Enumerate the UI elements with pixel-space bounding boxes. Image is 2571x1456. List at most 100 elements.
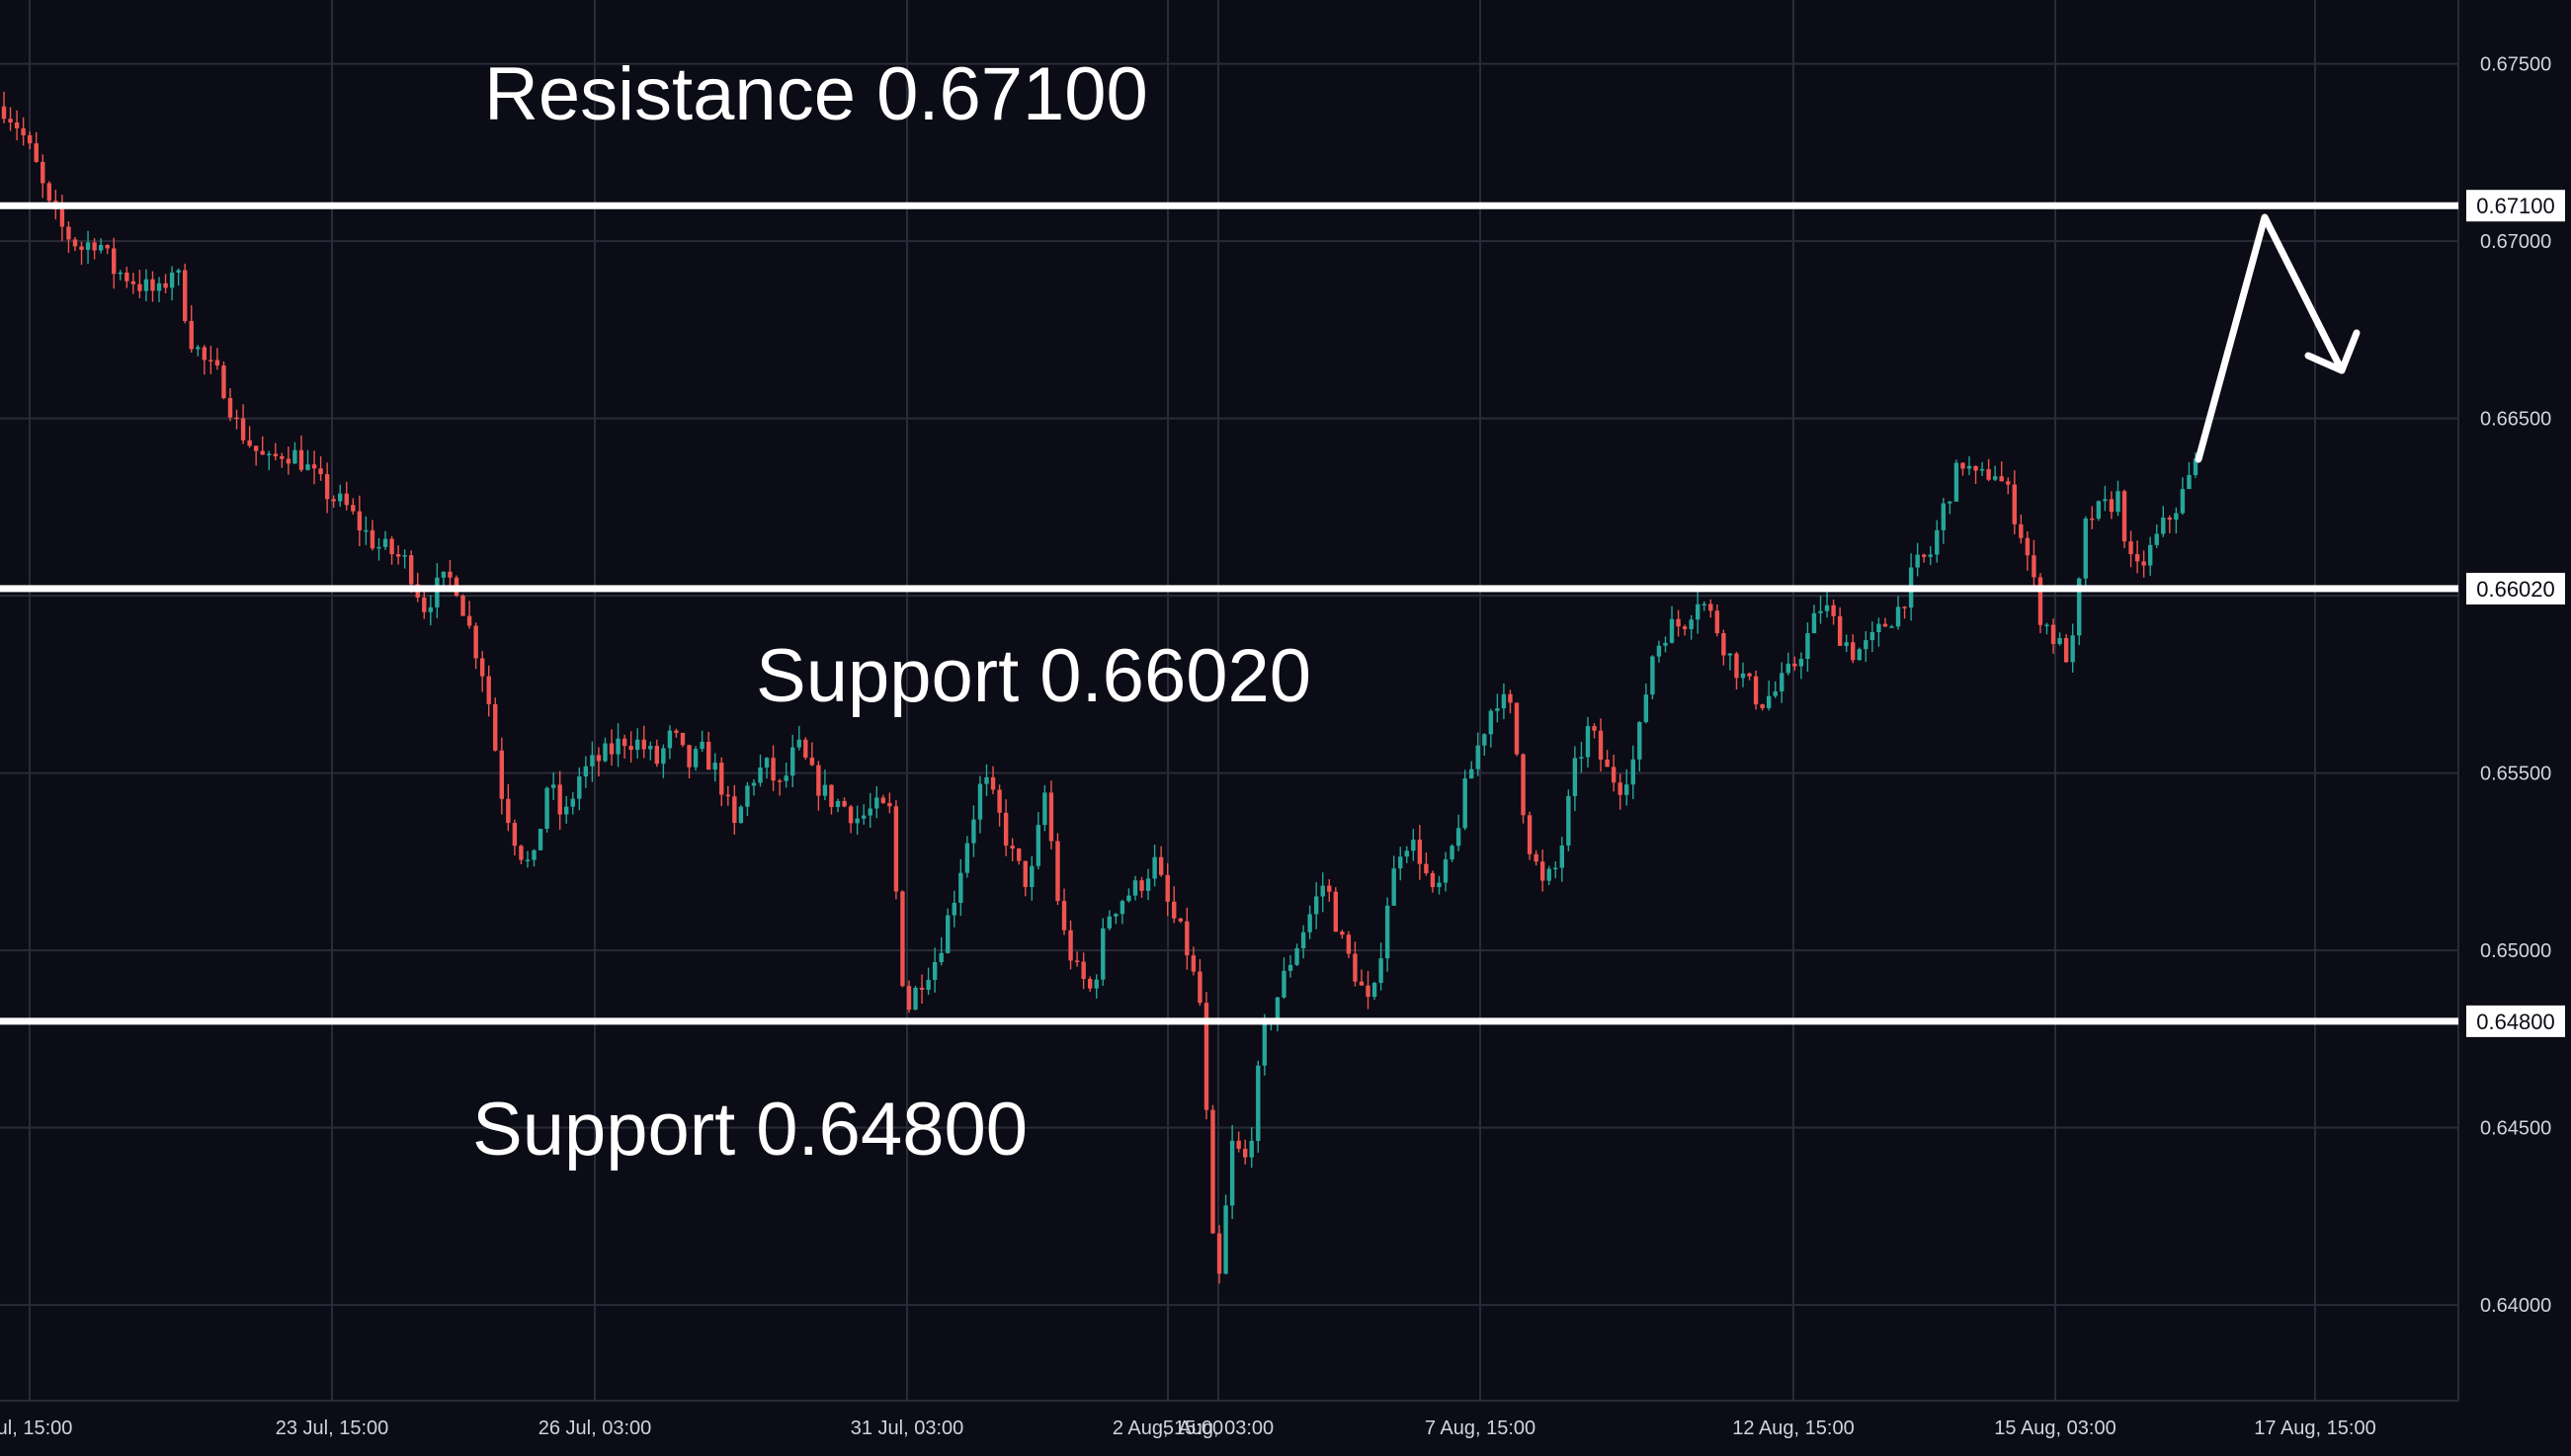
candle [112, 237, 117, 289]
candle [1656, 640, 1662, 663]
candle [156, 277, 162, 302]
candle [674, 728, 679, 738]
candle [1701, 601, 1706, 611]
candle [1282, 957, 1286, 1000]
candle [1074, 951, 1080, 967]
candle [1521, 753, 1526, 824]
candle [1747, 672, 1752, 681]
candle [466, 601, 472, 629]
candle [1948, 501, 1952, 515]
candle [641, 725, 646, 759]
candle [1721, 629, 1726, 666]
candle [1366, 970, 1370, 1010]
candle [2012, 470, 2018, 534]
candle [919, 974, 925, 1005]
x-tick-label: 12 Aug, 15:00 [1732, 1417, 1854, 1439]
candle [1637, 721, 1642, 771]
candle [977, 775, 983, 834]
candle [2103, 485, 2108, 512]
candle [1340, 930, 1345, 939]
candle [298, 435, 304, 472]
candle [745, 781, 750, 817]
price-axis[interactable]: 0.675000.670000.665000.660000.655000.650… [2466, 54, 2565, 1317]
candle [1831, 599, 1836, 625]
candle [59, 195, 65, 242]
candle [1404, 846, 1409, 863]
candle [1999, 461, 2004, 482]
candle [2032, 539, 2036, 592]
y-tick-label: 0.65000 [2480, 940, 2551, 962]
candle [214, 348, 220, 370]
candle [1055, 833, 1060, 906]
candle [1378, 942, 1383, 991]
candle [1475, 732, 1480, 776]
y-tick-label: 0.66500 [2480, 409, 2551, 431]
x-tick-label: 2 Aug, 15:00 [1113, 1417, 1223, 1439]
candle [202, 345, 207, 375]
candle [1973, 465, 1978, 484]
chart-grid [0, 0, 2459, 1402]
candle [1727, 653, 1733, 671]
candle [176, 268, 181, 286]
candle [2167, 515, 2173, 533]
candle [1501, 683, 1507, 720]
candle [822, 769, 828, 801]
candle [1145, 868, 1151, 901]
candle [338, 484, 343, 508]
candle [1605, 750, 1610, 768]
candle [479, 651, 485, 692]
candle [2096, 500, 2102, 522]
candle [887, 792, 892, 814]
candle [764, 757, 770, 779]
candle [2070, 623, 2075, 673]
candle [1508, 689, 1513, 714]
candle [913, 985, 918, 1011]
candle [1869, 621, 1875, 653]
candle [2141, 550, 2146, 578]
candle [855, 805, 860, 836]
candle [1941, 498, 1947, 544]
candle [1682, 624, 1688, 636]
candle [1023, 860, 1028, 897]
candle [98, 238, 104, 254]
candle [143, 269, 149, 301]
candle [1495, 693, 1500, 723]
candle [705, 731, 711, 770]
candle [1488, 708, 1494, 748]
candle [1992, 465, 1998, 481]
candle [370, 520, 375, 551]
projection-arrow [2195, 213, 2361, 463]
candle [2174, 507, 2179, 534]
time-axis[interactable]: Jul, 15:00 23 Jul, 15:00 26 Jul, 03:00 31 J… [0, 1417, 2376, 1439]
candle [538, 828, 543, 850]
candle [946, 908, 951, 954]
candle [1785, 652, 1791, 676]
candle [1708, 599, 1713, 618]
candle [2161, 506, 2166, 537]
candle [1455, 814, 1461, 851]
candle [1430, 870, 1436, 893]
candle [324, 462, 330, 514]
candle [253, 445, 259, 466]
candle [169, 266, 175, 301]
candle [2109, 491, 2115, 520]
candle [1087, 976, 1093, 993]
candle [473, 622, 478, 670]
candle [1081, 952, 1086, 990]
candle [21, 117, 26, 146]
candle [422, 587, 427, 619]
x-tick-label: 7 Aug, 15:00 [1425, 1417, 1535, 1439]
candle [382, 530, 388, 550]
candle [784, 762, 788, 788]
candle [835, 798, 841, 813]
candle [221, 361, 226, 400]
candle [796, 725, 801, 751]
candle [939, 936, 944, 966]
candle [1986, 458, 1991, 482]
candle [189, 304, 194, 353]
candle [596, 747, 602, 776]
candle [344, 481, 349, 511]
candle [2083, 516, 2088, 586]
candle [2044, 622, 2049, 635]
